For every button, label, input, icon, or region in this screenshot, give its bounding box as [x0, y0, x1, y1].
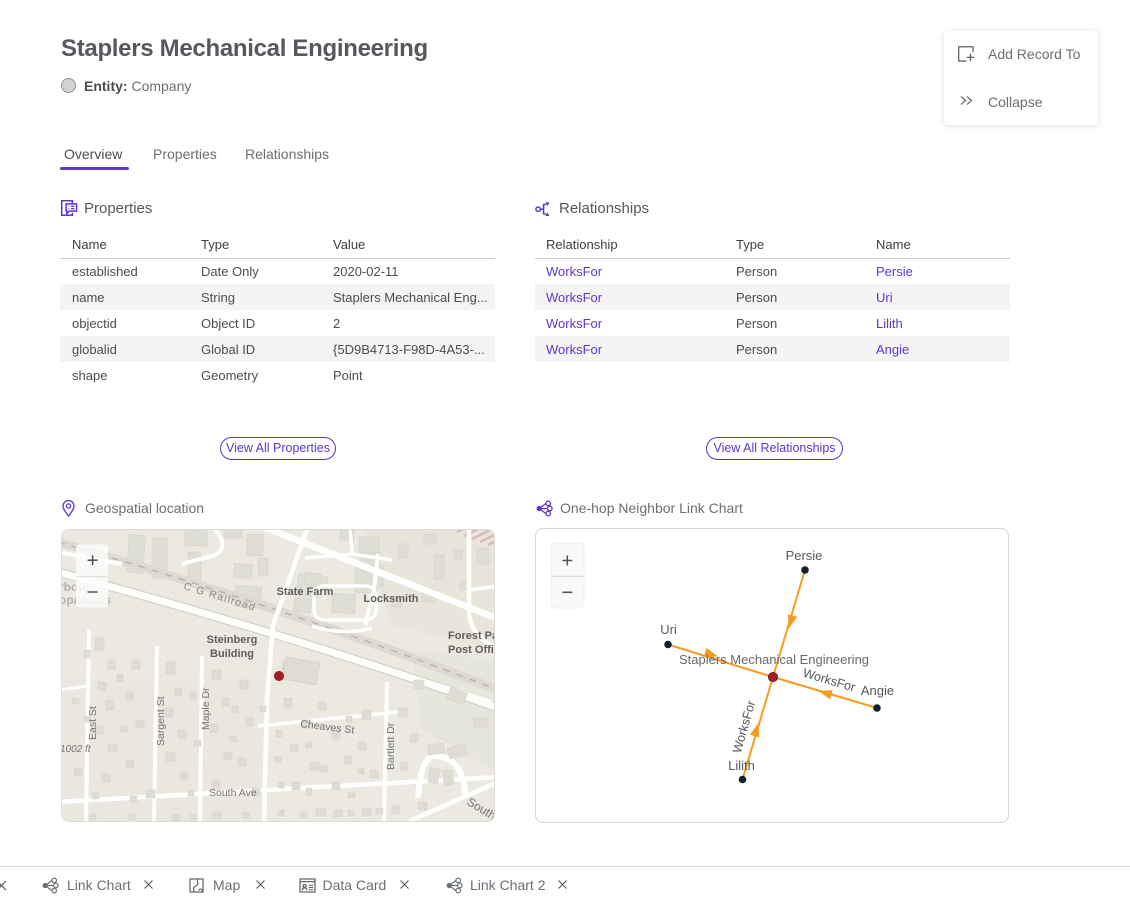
- svg-text:1002 ft: 1002 ft: [62, 744, 92, 755]
- svg-text:Steinberg: Steinberg: [207, 634, 258, 646]
- svg-text:Post Office: Post Office: [448, 644, 494, 656]
- svg-text:Uri: Uri: [660, 622, 677, 637]
- svg-text:WorksFor: WorksFor: [730, 699, 758, 755]
- svg-text:Lilith: Lilith: [728, 758, 755, 773]
- svg-text:State Farm: State Farm: [277, 586, 334, 598]
- svg-text:WorksFor: WorksFor: [801, 666, 857, 695]
- svg-text:South Ave: South Ave: [209, 787, 257, 799]
- svg-text:Persie: Persie: [786, 548, 823, 563]
- svg-text:Maple Dr: Maple Dr: [200, 687, 212, 730]
- svg-text:Locksmith: Locksmith: [363, 593, 418, 605]
- svg-text:Forest Par: Forest Par: [448, 630, 494, 642]
- svg-text:Sargent St: Sargent St: [155, 696, 167, 746]
- svg-text:East St: East St: [87, 706, 99, 740]
- svg-text:Angie: Angie: [861, 683, 894, 698]
- svg-text:Bartlett Dr: Bartlett Dr: [385, 722, 397, 770]
- svg-text:Building: Building: [210, 648, 254, 660]
- svg-text:Staplers Mechanical Engineerin: Staplers Mechanical Engineering: [679, 652, 869, 667]
